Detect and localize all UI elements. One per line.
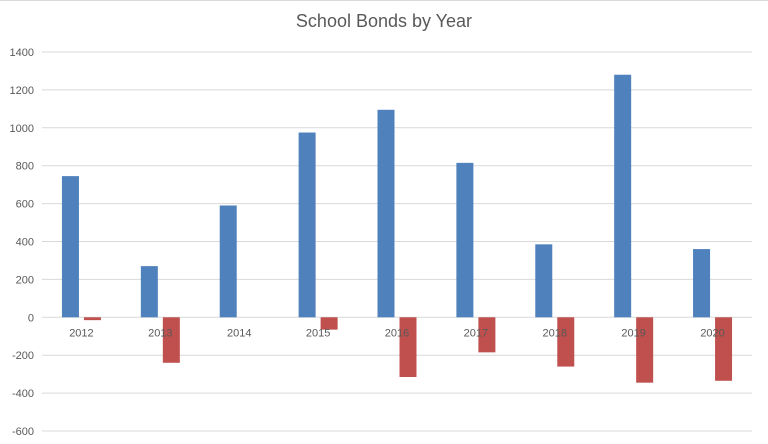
bar-series-1-2015: [298, 132, 316, 318]
x-tick-label: 2018: [543, 327, 567, 339]
y-tick-label: 200: [16, 274, 34, 286]
y-tick-label: -600: [12, 426, 34, 438]
y-tick-label: -200: [12, 350, 34, 362]
bar-series-1-2020: [693, 249, 711, 318]
bar-series-2-2020: [715, 317, 733, 381]
top-border: [0, 0, 768, 1]
y-tick-label: 400: [16, 237, 34, 249]
x-tick-label: 2017: [464, 327, 488, 339]
bar-series-2-2017: [478, 317, 496, 353]
y-tick-label: 1000: [10, 123, 34, 135]
bar-series-1-2013: [140, 266, 158, 318]
bar-series-1-2017: [456, 162, 474, 318]
bar-series-2-2013: [162, 317, 180, 363]
x-tick-label: 2014: [227, 327, 251, 339]
chart-title: School Bonds by Year: [295, 11, 473, 31]
x-tick-label: 2012: [69, 327, 93, 339]
y-tick-label: 0: [28, 312, 34, 324]
y-tick-label: 1400: [10, 47, 34, 59]
x-tick-label: 2015: [306, 327, 330, 339]
bar-series-2-2018: [557, 317, 575, 367]
bar-series-1-2012: [61, 176, 79, 318]
y-tick-label: -400: [12, 388, 34, 400]
x-tick-label: 2013: [148, 327, 172, 339]
bar-series-1-2014: [219, 205, 237, 318]
bar-series-2-2015: [320, 317, 338, 330]
x-tick-label: 2020: [700, 327, 724, 339]
x-tick-label: 2016: [385, 327, 409, 339]
y-tick-label: 1200: [10, 85, 34, 97]
y-tick-label: 600: [16, 199, 34, 211]
x-tick-label: 2019: [621, 327, 645, 339]
bar-series-2-2016: [399, 317, 417, 377]
bar-series-2-2012: [83, 317, 101, 321]
bar-series-1-2019: [614, 74, 632, 318]
bar-series-1-2018: [535, 244, 553, 318]
bar-series-1-2016: [377, 109, 395, 318]
bar-series-2-2019: [636, 317, 654, 383]
y-tick-label: 800: [16, 161, 34, 173]
